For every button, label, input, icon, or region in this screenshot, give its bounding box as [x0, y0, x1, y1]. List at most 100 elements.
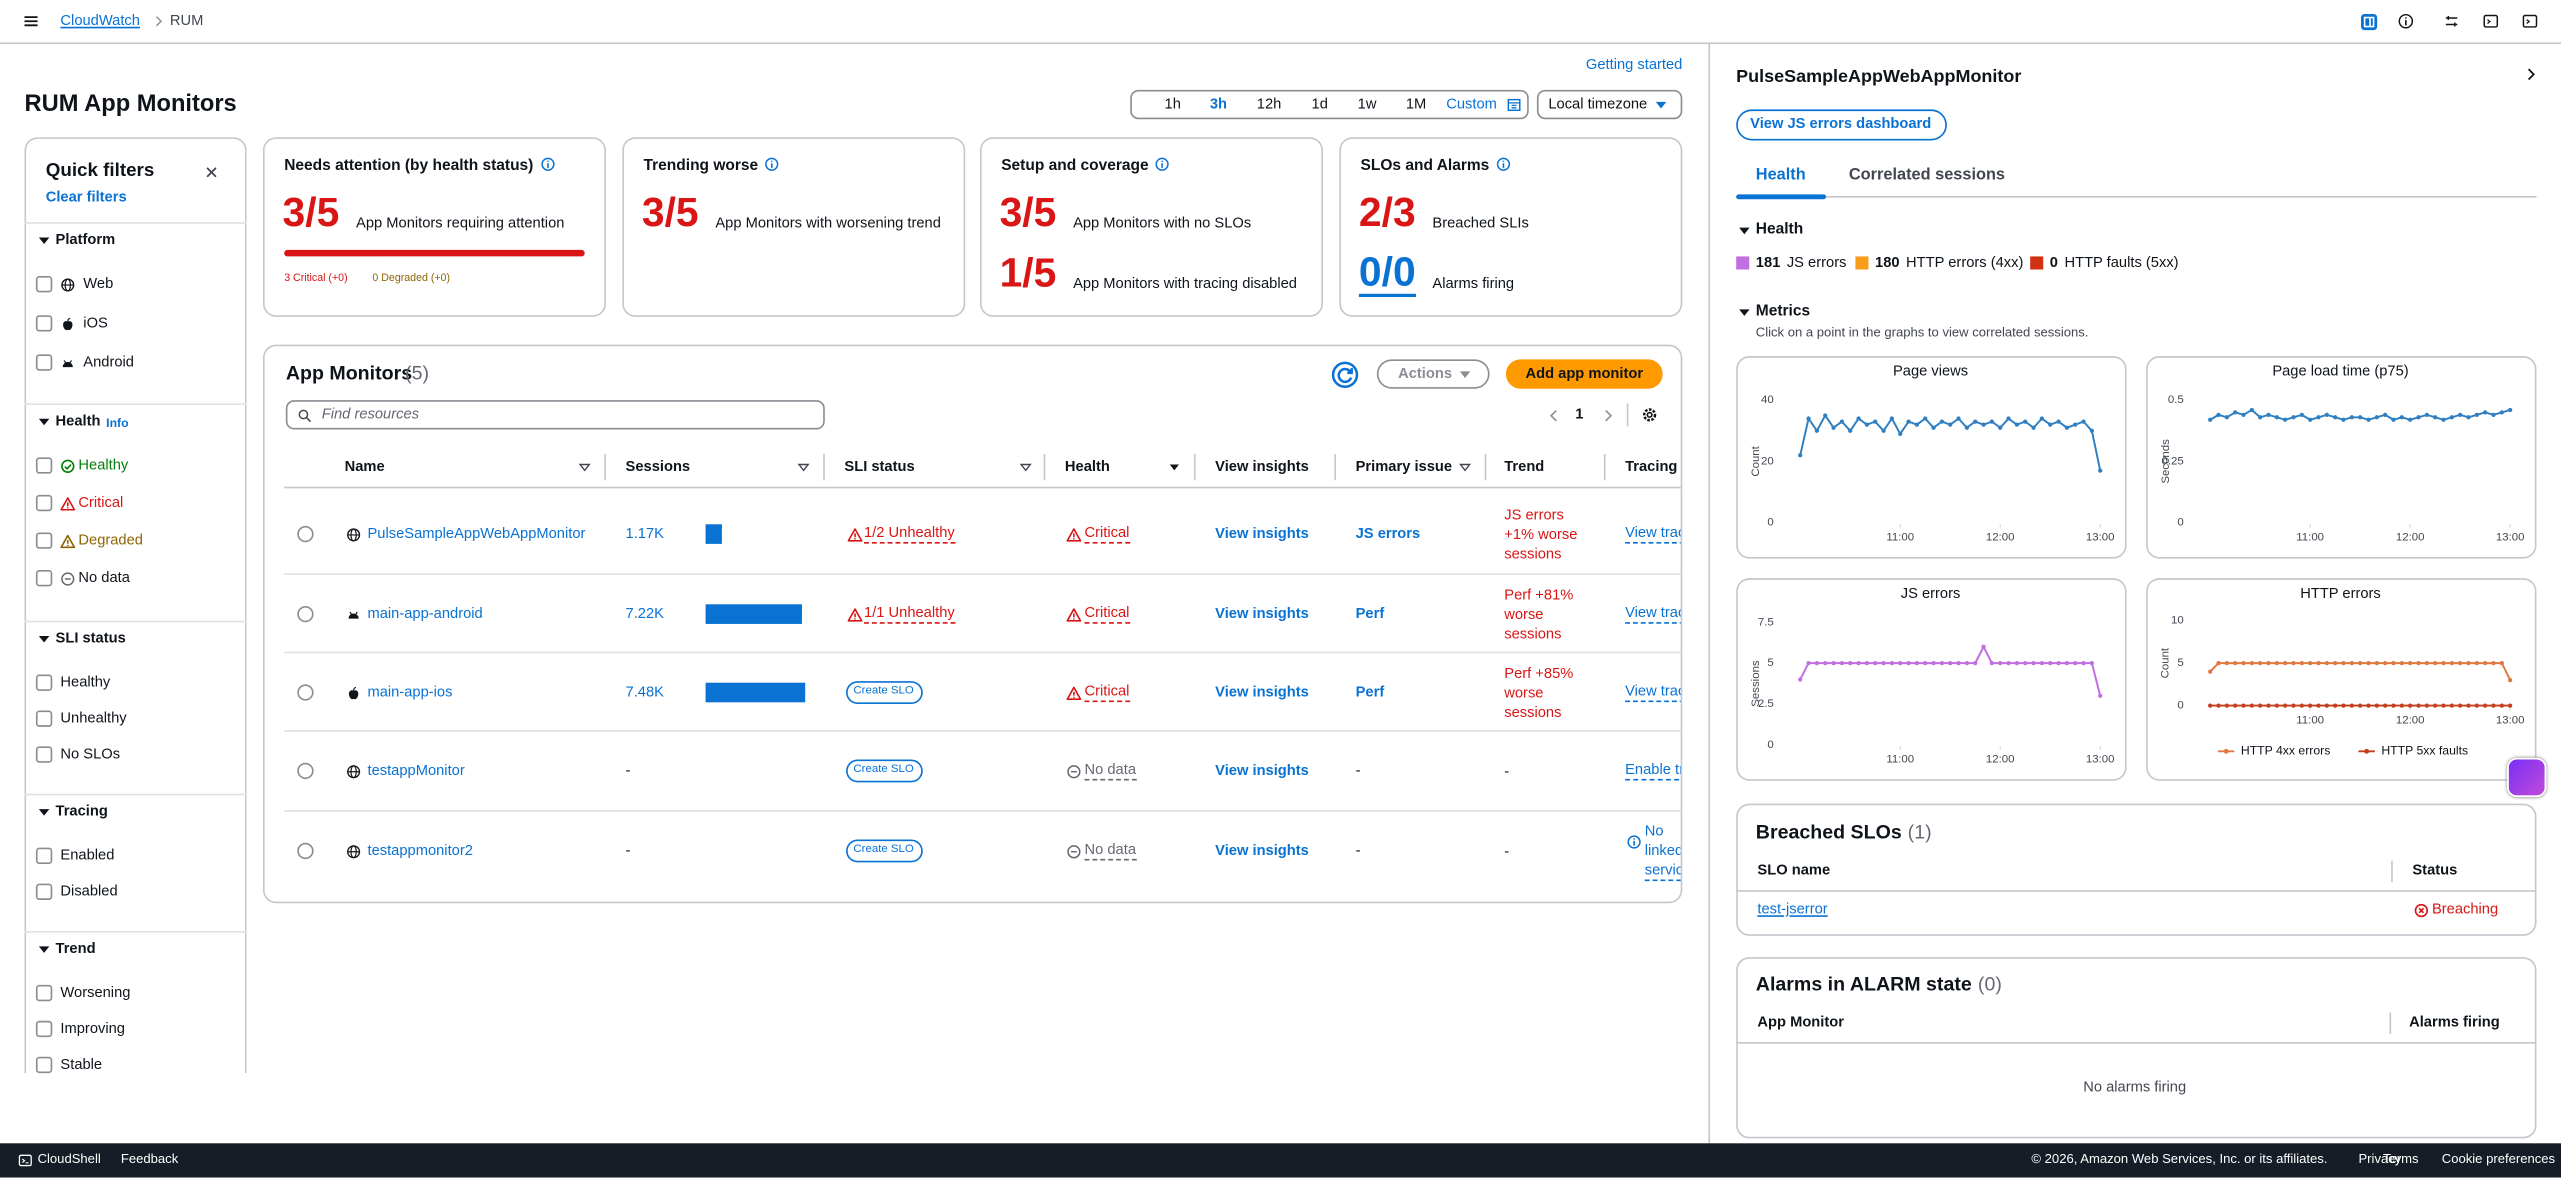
column-header[interactable]: Primary issue: [1355, 457, 1453, 475]
health-status[interactable]: Critical: [1084, 524, 1130, 545]
filter-checkbox[interactable]: [35, 494, 53, 512]
time-range-option[interactable]: Custom: [1446, 95, 1497, 112]
create-slo-button[interactable]: [846, 839, 923, 863]
tracing-link[interactable]: View traces: [1625, 524, 1681, 545]
tab[interactable]: Health: [1755, 166, 1806, 185]
column-header[interactable]: Tracing: [1625, 457, 1678, 475]
sessions-value[interactable]: 7.48K: [625, 683, 664, 700]
tracing-link[interactable]: Enable tracing: [1625, 761, 1681, 781]
filter-checkbox[interactable]: [35, 1020, 53, 1038]
column-header[interactable]: Health: [1064, 457, 1110, 475]
health-status[interactable]: No data: [1084, 841, 1137, 861]
data-point: [2073, 422, 2078, 427]
health-status[interactable]: No data: [1084, 761, 1137, 781]
line-chart[interactable]: HTTP errors Count 0 5 10 11:00 12:00 13:00 HTTP …: [2146, 578, 2536, 781]
column-header[interactable]: Trend: [1504, 457, 1545, 475]
monitor-name-link[interactable]: main-app-ios: [367, 683, 453, 700]
primary-issue[interactable]: Perf: [1355, 683, 1385, 700]
search-box[interactable]: [285, 400, 825, 430]
view-insights-link[interactable]: View insights: [1215, 524, 1309, 542]
time-range-control: [1130, 89, 1529, 120]
column-header[interactable]: Name: [344, 457, 385, 475]
tab[interactable]: Correlated sessions: [1848, 166, 2006, 185]
monitor-name-link[interactable]: PulseSampleAppWebAppMonitor: [367, 524, 586, 542]
time-range-option[interactable]: 12h: [1256, 95, 1282, 112]
filter-checkbox[interactable]: [35, 532, 53, 549]
filter-checkbox[interactable]: [35, 276, 53, 293]
tracing-link[interactable]: View traces: [1625, 683, 1681, 703]
sli-status[interactable]: 1/2 Unhealthy: [864, 524, 955, 545]
icon-sortf: [1169, 464, 1179, 471]
time-range-option[interactable]: 1d: [1311, 95, 1328, 112]
filter-checkbox[interactable]: [35, 883, 53, 900]
column-header[interactable]: SLI status: [844, 457, 915, 475]
sessions-value[interactable]: 7.22K: [625, 604, 664, 622]
add-app-monitor-button[interactable]: [1505, 359, 1663, 389]
create-slo-button[interactable]: [846, 759, 923, 783]
view-insights-link[interactable]: View insights: [1215, 761, 1309, 779]
row-radio[interactable]: [297, 605, 314, 623]
view-insights-link[interactable]: View insights: [1215, 683, 1309, 700]
filter-checkbox[interactable]: [35, 570, 53, 587]
health-status[interactable]: Critical: [1084, 683, 1130, 703]
primary-issue[interactable]: JS errors: [1355, 524, 1421, 542]
monitor-name-link[interactable]: testappmonitor2: [367, 841, 473, 859]
row-radio[interactable]: [297, 684, 314, 701]
timezone-label[interactable]: Local timezone: [1548, 95, 1648, 112]
monitor-name-link[interactable]: main-app-android: [367, 604, 483, 622]
view-insights-link[interactable]: View insights: [1215, 841, 1309, 859]
row-radio[interactable]: [297, 842, 314, 860]
column-separator: [2389, 1012, 2392, 1034]
footer-link[interactable]: Privacy: [2358, 1151, 2402, 1167]
filter-checkbox[interactable]: [35, 1056, 53, 1074]
filter-checkbox[interactable]: [35, 674, 53, 691]
filter-info-link[interactable]: Info: [106, 415, 129, 431]
filter-checkbox[interactable]: [35, 746, 53, 763]
filter-checkbox[interactable]: [35, 710, 53, 727]
footer-link[interactable]: Terms: [2382, 1151, 2419, 1167]
column-header[interactable]: View insights: [1215, 457, 1309, 475]
row-radio[interactable]: [297, 762, 314, 780]
primary-issue[interactable]: Perf: [1355, 604, 1385, 622]
data-point: [2333, 703, 2338, 708]
filter-checkbox[interactable]: [35, 847, 53, 865]
footer-link[interactable]: Cookie preferences: [2441, 1151, 2556, 1167]
column-header[interactable]: Sessions: [625, 457, 691, 475]
line-chart[interactable]: Page load time (p75) Seconds 0 0.25 0.5 11:00…: [2146, 356, 2536, 559]
time-range-option[interactable]: 1h: [1164, 95, 1181, 112]
time-range-option[interactable]: 3h: [1209, 95, 1228, 112]
data-point: [1806, 660, 1811, 666]
summary-stat-label: App Monitors with worsening trend: [715, 214, 941, 231]
create-slo-button[interactable]: [846, 681, 923, 704]
line-chart[interactable]: JS errors Sessions 0 2.5 5 7.5 11:00 12:00 13:00: [1736, 578, 2126, 781]
slo-name-link[interactable]: test-jserror: [1757, 900, 1828, 917]
health-status[interactable]: Critical: [1084, 604, 1130, 625]
data-point: [2349, 415, 2354, 420]
icon-globe: [346, 527, 360, 541]
filter-checkbox[interactable]: [35, 984, 53, 1002]
data-point: [2081, 660, 2086, 666]
tracing-link[interactable]: No linked services: [1644, 821, 1681, 882]
filter-checkbox[interactable]: [35, 457, 53, 474]
filter-checkbox[interactable]: [35, 354, 53, 371]
line-chart[interactable]: Page views Count 0 20 40 11:00 12:00 13:00: [1736, 356, 2126, 559]
actions-button[interactable]: [1376, 359, 1490, 389]
tracing-link[interactable]: View traces: [1625, 604, 1681, 625]
footer-link[interactable]: Feedback: [120, 1151, 179, 1167]
filter-checkbox[interactable]: [35, 315, 53, 332]
x-tick-label: 13:00: [2496, 714, 2525, 726]
view-insights-link[interactable]: View insights: [1215, 604, 1309, 622]
breadcrumb-link[interactable]: CloudWatch: [60, 12, 140, 29]
footer-link[interactable]: CloudShell: [37, 1151, 101, 1167]
row-radio[interactable]: [297, 525, 314, 543]
getting-started-link[interactable]: Getting started: [1585, 56, 1683, 73]
dashboard-button[interactable]: [1736, 109, 1947, 141]
time-range-option[interactable]: 1M: [1405, 95, 1427, 112]
sli-status[interactable]: 1/1 Unhealthy: [864, 604, 955, 625]
summary-stat-value[interactable]: 0/0: [1358, 251, 1416, 298]
monitor-name-link[interactable]: testappMonitor: [367, 761, 465, 779]
clear-filters-link[interactable]: Clear filters: [45, 188, 127, 205]
time-range-option[interactable]: 1w: [1357, 95, 1377, 112]
assistant-button[interactable]: [2507, 757, 2547, 798]
sessions-value[interactable]: 1.17K: [625, 524, 664, 542]
